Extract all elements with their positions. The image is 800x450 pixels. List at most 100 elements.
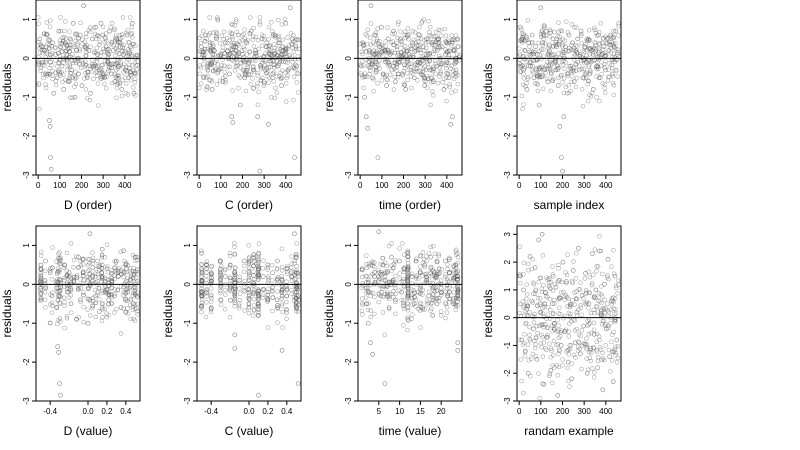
- data-point: [528, 373, 533, 379]
- data-point: [66, 286, 72, 292]
- data-point: [78, 277, 83, 282]
- data-point: [54, 270, 60, 275]
- data-point: [100, 306, 105, 312]
- data-point: [231, 42, 236, 48]
- data-point: [430, 39, 436, 45]
- data-point: [197, 49, 203, 54]
- data-point: [358, 62, 363, 68]
- data-point: [97, 309, 102, 314]
- data-point: [399, 241, 405, 246]
- data-point: [589, 282, 595, 288]
- data-point: [420, 72, 425, 78]
- data-point: [242, 47, 247, 52]
- data-point: [522, 332, 527, 337]
- data-point: [418, 253, 424, 259]
- data-point: [290, 64, 295, 70]
- x-tick-label: 0.2: [262, 407, 274, 416]
- y-tick-label: 1: [183, 243, 192, 248]
- data-point: [108, 293, 114, 298]
- data-point: [418, 325, 423, 330]
- data-point: [449, 39, 455, 45]
- data-point: [61, 295, 67, 301]
- data-point: [287, 5, 293, 11]
- data-point: [537, 52, 542, 57]
- data-point: [567, 384, 572, 389]
- data-point: [444, 304, 450, 310]
- data-point: [565, 304, 570, 309]
- data-point: [93, 271, 98, 277]
- data-point: [389, 241, 394, 246]
- data-point: [584, 342, 590, 347]
- data-point: [418, 287, 423, 292]
- data-point: [109, 295, 115, 300]
- data-point: [529, 48, 535, 54]
- data-point: [598, 308, 604, 314]
- data-point: [529, 266, 534, 272]
- data-point: [232, 275, 237, 281]
- data-point: [38, 291, 43, 296]
- data-point: [525, 18, 531, 23]
- data-point: [568, 66, 573, 71]
- y-tick-label: -3: [22, 397, 31, 405]
- data-point: [610, 332, 615, 338]
- data-point: [369, 259, 375, 264]
- data-point: [287, 53, 292, 58]
- data-point: [570, 268, 576, 273]
- data-point: [378, 261, 383, 267]
- data-point: [57, 381, 62, 386]
- data-point: [607, 354, 613, 359]
- data-point: [574, 309, 580, 315]
- data-point: [112, 293, 117, 299]
- data-point: [546, 63, 551, 69]
- data-point: [387, 63, 393, 68]
- data-point: [102, 58, 108, 64]
- data-point: [265, 296, 271, 302]
- data-point: [616, 282, 621, 287]
- data-point: [227, 38, 232, 43]
- data-point: [584, 346, 589, 352]
- data-point: [382, 74, 388, 79]
- data-point: [102, 255, 108, 260]
- data-point: [519, 40, 525, 45]
- data-point: [256, 296, 262, 301]
- data-point: [540, 354, 546, 359]
- data-point: [611, 34, 616, 40]
- data-point: [246, 61, 252, 66]
- data-point: [244, 52, 250, 57]
- data-point: [517, 244, 522, 250]
- data-point: [560, 259, 566, 265]
- data-point: [56, 277, 62, 282]
- data-point: [615, 47, 621, 52]
- data-point: [610, 298, 616, 303]
- data-point: [218, 283, 223, 288]
- data-point: [242, 308, 247, 313]
- data-point: [123, 296, 128, 302]
- data-point: [429, 80, 434, 85]
- data-point: [99, 276, 105, 281]
- data-point: [284, 299, 289, 305]
- data-point: [361, 85, 366, 91]
- data-point: [56, 68, 61, 73]
- data-point: [289, 254, 294, 259]
- data-point: [612, 273, 618, 279]
- data-point: [262, 81, 267, 86]
- data-point: [59, 41, 65, 46]
- data-point: [594, 268, 599, 274]
- data-point: [399, 42, 405, 48]
- data-point: [285, 60, 290, 65]
- data-point: [81, 293, 86, 298]
- data-point: [382, 56, 388, 62]
- data-point: [44, 20, 50, 25]
- data-point: [285, 68, 291, 74]
- data-point: [269, 52, 275, 58]
- data-point: [575, 348, 581, 353]
- data-point: [113, 45, 119, 51]
- data-point: [397, 246, 402, 251]
- data-point: [417, 301, 423, 307]
- data-point: [101, 49, 107, 54]
- data-point: [529, 32, 535, 38]
- data-point: [256, 252, 262, 257]
- data-point: [204, 65, 210, 71]
- data-point: [101, 46, 106, 52]
- data-point: [431, 93, 436, 98]
